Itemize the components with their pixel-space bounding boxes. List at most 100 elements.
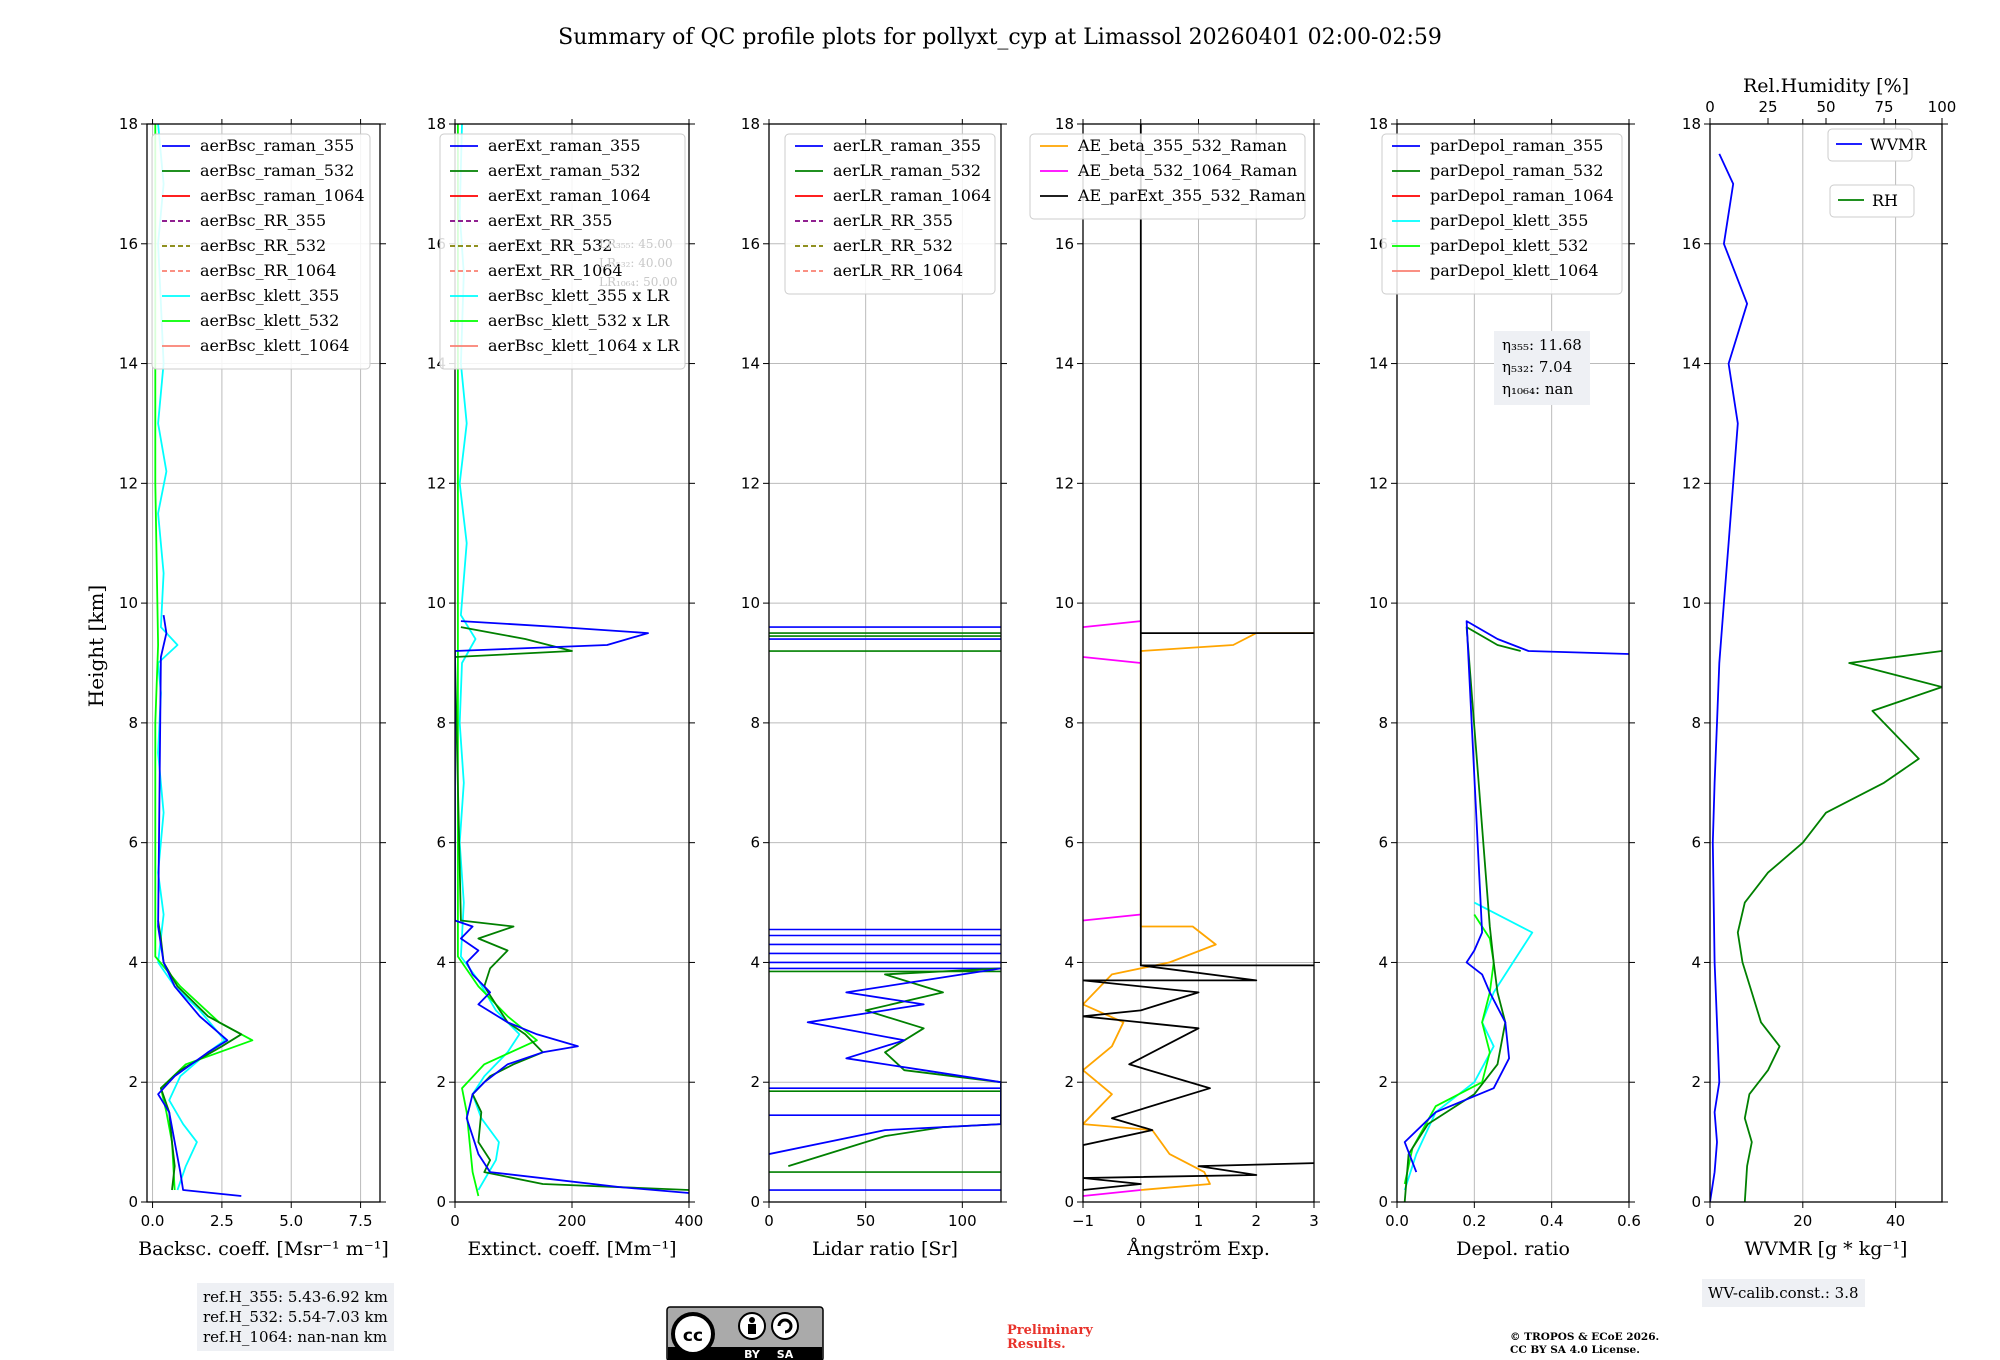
x-axis-label-ext: Extinct. coeff. [Mm⁻¹] <box>467 1238 676 1260</box>
y-tick-label: 14 <box>119 355 138 373</box>
series-AE_beta_532_1064_Raman_b <box>1083 913 1141 922</box>
y-tick-label: 6 <box>1064 834 1074 852</box>
y-tick-label: 18 <box>427 115 446 133</box>
top-x-axis-label: Rel.Humidity [%] <box>1743 75 1909 97</box>
legend-label: aerBsc_RR_532 <box>200 236 326 255</box>
series-AE_beta_532_1064_Raman_c <box>1083 656 1141 664</box>
legend-label: parDepol_raman_532 <box>1430 161 1603 180</box>
y-tick-label: 8 <box>1378 714 1388 732</box>
y-tick-label: 14 <box>741 355 760 373</box>
panel-bsc: 0.0 2.5 5.0 7.5 0 2 4 6 8 10 12 14 16 18 Backsc. coeff… <box>119 115 389 1260</box>
y-tick-label: 4 <box>128 953 138 971</box>
y-tick-label: 12 <box>119 474 138 492</box>
wv-calib-const: WV-calib.const.: 3.8 <box>1708 1284 1859 1302</box>
y-tick-label: 10 <box>427 594 446 612</box>
y-tick-label: 4 <box>1378 953 1388 971</box>
series-aerBsc_klett_532 x LR <box>457 124 538 1197</box>
y-tick-label: 8 <box>1064 714 1074 732</box>
y-tick-label: 2 <box>1691 1073 1701 1091</box>
x-tick-label: 2 <box>1251 1212 1261 1230</box>
legend-box <box>1029 133 1306 220</box>
y-tick-label: 4 <box>1064 953 1074 971</box>
legend-label: aerBsc_raman_532 <box>200 161 354 180</box>
legend-label: aerExt_RR_1064 <box>488 261 623 280</box>
series-parDepol_raman_355 <box>1403 620 1629 1173</box>
eta-line: η₃₅₅: 11.68 <box>1502 336 1582 354</box>
y-tick-label: 0 <box>128 1193 138 1211</box>
y-tick-label: 2 <box>436 1073 446 1091</box>
series-aerBsc_raman_355 <box>157 614 242 1197</box>
x-tick-label: 0 <box>1136 1212 1146 1230</box>
y-tick-label: 12 <box>1369 474 1388 492</box>
legend-label: aerBsc_klett_355 <box>200 286 339 305</box>
y-tick-label: 0 <box>436 1193 446 1211</box>
y-tick-label: 14 <box>1369 355 1388 373</box>
legend-label: AE_beta_532_1064_Raman <box>1077 161 1297 180</box>
y-tick-label: 16 <box>1055 235 1074 253</box>
lr-note: LR₅₃₂: 40.00 <box>599 256 673 270</box>
y-tick-label: 12 <box>427 474 446 492</box>
legend-label: aerBsc_klett_1064 x LR <box>488 336 680 355</box>
series-WVMR <box>1710 153 1748 1202</box>
series-parDepol_klett_355 <box>1403 901 1534 1191</box>
svg-text:BY: BY <box>744 1348 761 1360</box>
legend-label: aerBsc_raman_355 <box>200 136 354 155</box>
top-x-tick-label: 25 <box>1758 98 1777 116</box>
x-tick-label: 0 <box>764 1212 774 1230</box>
ref-height-infobox: ref.H_355: 5.43-6.92 km ref.H_532: 5.54-… <box>197 1283 394 1351</box>
legend-label: parDepol_klett_532 <box>1430 236 1588 255</box>
series-aerBsc_raman_532 <box>157 920 243 1191</box>
y-tick-label: 8 <box>128 714 138 732</box>
y-tick-label: 6 <box>128 834 138 852</box>
plot-area-ext <box>455 124 689 1197</box>
y-tick-label: 2 <box>750 1073 760 1091</box>
plot-area-ae <box>1083 124 1314 1197</box>
lr-note: LR₃₅₅: 45.00 <box>599 237 673 251</box>
y-tick-label: 6 <box>1691 834 1701 852</box>
legend-depol: parDepol_raman_355 parDepol_raman_532 parD… <box>1381 133 1623 295</box>
legend-label: aerBsc_klett_532 <box>200 311 339 330</box>
y-tick-label: 6 <box>436 834 446 852</box>
y-tick-label: 0 <box>1691 1193 1701 1211</box>
legend-label: aerExt_RR_532 <box>488 236 612 255</box>
legend-label: parDepol_klett_1064 <box>1430 261 1599 280</box>
y-tick-label: 12 <box>1682 474 1701 492</box>
x-tick-label: 40 <box>1886 1212 1905 1230</box>
legend-label: AE_parExt_355_532_Raman <box>1077 186 1306 205</box>
y-tick-label: 16 <box>1682 235 1701 253</box>
top-x-tick-label: 75 <box>1874 98 1893 116</box>
y-tick-label: 18 <box>1055 115 1074 133</box>
axes-frame <box>1709 123 1943 1203</box>
y-tick-label: 16 <box>119 235 138 253</box>
y-tick-label: 2 <box>1378 1073 1388 1091</box>
series-parDepol_klett_532 <box>1403 914 1495 1185</box>
figure-title: Summary of QC profile plots for pollyxt_… <box>558 25 1442 50</box>
legend-label: aerLR_raman_1064 <box>833 186 991 205</box>
legend-box <box>1827 128 1913 162</box>
series-aerLR_raman_532 <box>788 967 1001 1167</box>
legend-wv: WVMR RH <box>1827 128 1927 218</box>
x-tick-label: 0.2 <box>1462 1212 1486 1230</box>
x-axis-label-wv: WVMR [g * kg⁻¹] <box>1745 1238 1908 1260</box>
y-tick-label: 0 <box>1378 1193 1388 1211</box>
y-tick-label: 18 <box>119 115 138 133</box>
panel-wv: 0 20 40 0 2 4 6 8 10 12 14 16 18 WVMR [g * kg⁻¹] 0 25 50… <box>1682 75 1956 1260</box>
x-axis-label-depol: Depol. ratio <box>1456 1238 1570 1260</box>
cc-icon <box>671 1312 715 1356</box>
legend-label: aerExt_raman_1064 <box>488 186 651 205</box>
y-axis-label: Height [km] <box>84 585 108 707</box>
y-tick-label: 10 <box>119 594 138 612</box>
x-axis-label-lr: Lidar ratio [Sr] <box>812 1238 958 1260</box>
legend-label: aerLR_RR_355 <box>833 211 953 230</box>
series-parDepol_raman_532 <box>1403 626 1521 1202</box>
y-tick-label: 18 <box>1682 115 1701 133</box>
x-tick-label: 5.0 <box>279 1212 303 1230</box>
ref-height-1064: ref.H_1064: nan-nan km <box>203 1328 388 1346</box>
axes-frame <box>146 123 381 1203</box>
legend-label: aerLR_RR_1064 <box>833 261 963 280</box>
y-tick-label: 8 <box>750 714 760 732</box>
x-axis-label-bsc: Backsc. coeff. [Msr⁻¹ m⁻¹] <box>138 1238 389 1260</box>
